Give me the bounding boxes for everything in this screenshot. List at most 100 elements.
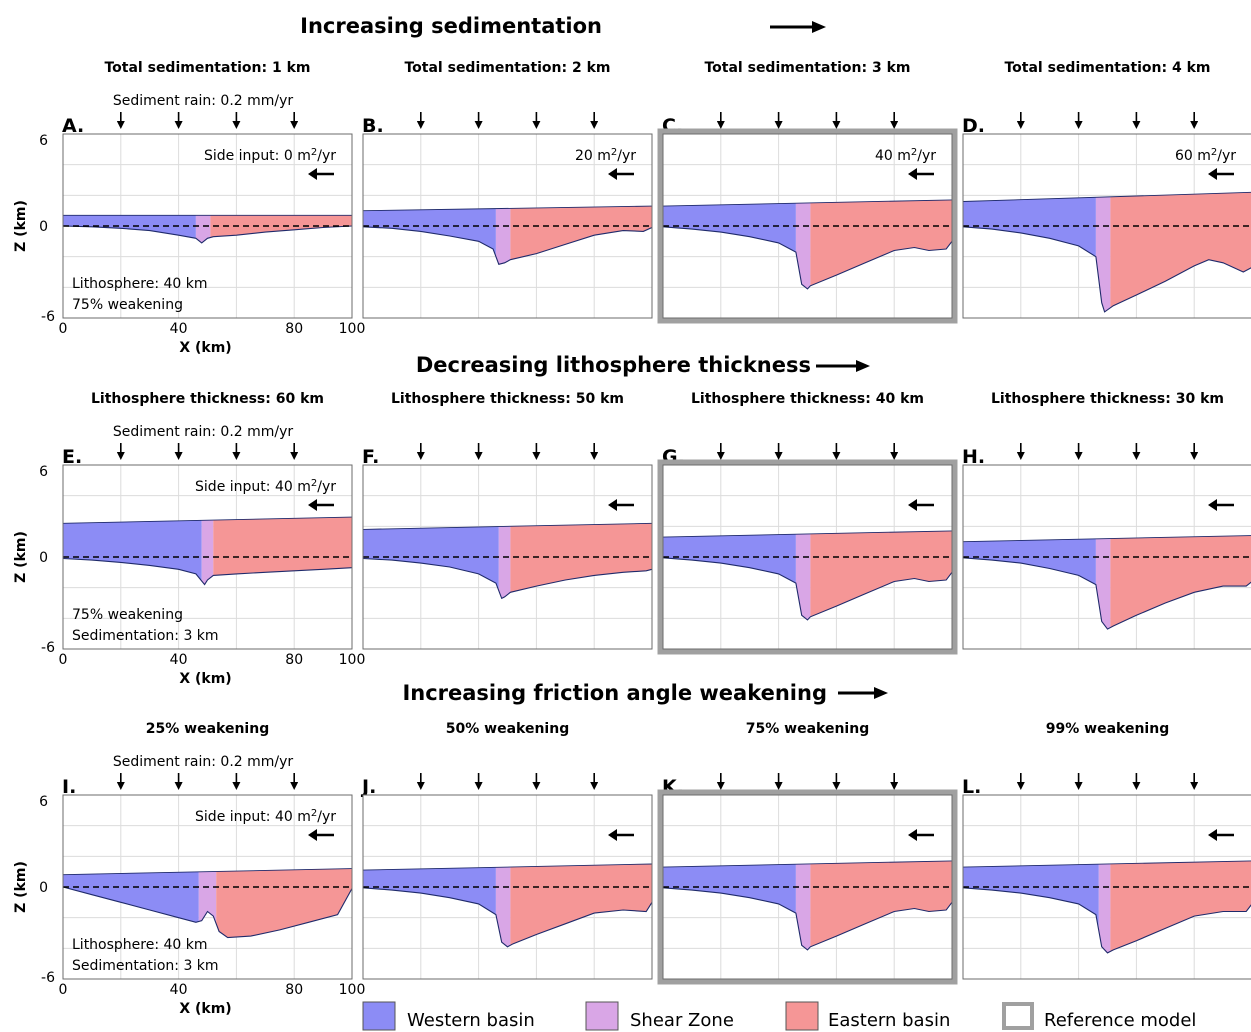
panel-g: Lithosphere thickness: 40 kmG. [657,391,958,655]
panel-h: Lithosphere thickness: 30 km H. [962,391,1251,650]
panel-title: Total sedimentation: 1 km [104,60,310,76]
legend-item-western: Western basin [362,1001,535,1031]
unit-superscript: 2 [311,808,317,819]
legend: Western basin Shear Zone Eastern basin R… [362,1001,1196,1031]
panel-j: 50% weakening J. [360,721,653,980]
row-title-friction: Increasing friction angle weakening [402,681,888,705]
side-input-part: Side input: [195,809,275,825]
sediment-rain-label: Sediment rain: 0.2 mm/yr [113,754,294,770]
panel-note: Lithosphere: 40 km [72,276,208,292]
western-basin-area [963,197,1096,257]
panel-label: F. [362,446,379,468]
side-input-arrowhead-icon [608,829,617,841]
basement-line [662,557,953,621]
shear-zone-area [795,202,811,289]
legend-label: Shear Zone [630,1010,734,1031]
eastern-basin-area [510,206,652,260]
panel-title: 75% weakening [746,721,869,737]
side-input-arrowhead-icon [908,168,917,180]
side-input-arrowhead-icon [908,499,917,511]
basement-line [62,557,353,586]
side-input-label: 60 m2/yr [1175,147,1236,165]
y-axis-label: Z (km) [13,200,29,252]
legend-swatch-reference [1002,1002,1034,1030]
y-tick-label: 0 [39,550,48,566]
x-tick-label: 40 [170,321,188,337]
x-tick-label: 0 [59,321,68,337]
shear-zone-area [495,208,511,265]
x-tick-label: 0 [59,652,68,668]
sediment-top-line [62,516,353,524]
side-input-part: m [1197,148,1211,164]
western-basin-area [663,864,796,914]
panel-title: Lithosphere thickness: 40 km [691,391,924,407]
legend-swatch-western [362,1001,396,1031]
side-input-arrowhead-icon [908,829,917,841]
side-input-part: 20 [575,148,593,164]
panel-label: A. [62,115,84,137]
sediment-top-line [62,868,353,876]
panel-label: D. [962,115,985,137]
side-input-part: 40 [275,479,293,495]
side-input-part: 40 [275,809,293,825]
plot-frame [362,133,653,319]
basement-line [62,225,353,244]
panel-label: J. [360,776,376,798]
sediment-top-line [962,191,1251,202]
y-tick-label: 6 [39,464,48,480]
unit-superscript: 2 [911,147,917,158]
plot-frame [62,794,353,980]
side-input-arrowhead-icon [608,499,617,511]
side-input-arrowhead-icon [1208,499,1217,511]
panel-a: Total sedimentation: 1 km A. Side input: 0… [13,60,365,356]
shear-zone-area [795,533,811,620]
panel-e: Lithosphere thickness: 60 km E. Side input… [13,391,365,687]
shear-zone-area [498,526,511,599]
row-title-text: Decreasing lithosphere thickness [416,353,811,377]
panel-note: Lithosphere: 40 km [72,937,208,953]
x-tick-label: 0 [59,982,68,998]
reference-frame [657,128,958,324]
sediment-top-line [362,205,653,212]
side-input-arrowhead-icon [308,829,317,841]
shear-zone-area [201,520,214,585]
plot-frame [962,794,1251,980]
side-input-part: m [597,148,611,164]
side-input-label: Side input: 0 m2/yr [204,147,336,165]
y-tick-label: 6 [39,794,48,810]
eastern-basin-area [510,523,652,593]
panel-note: 75% weakening [72,607,183,623]
sediment-top-line [662,860,953,868]
panel-label: E. [62,446,82,468]
sediment-rain-label: Sediment rain: 0.2 mm/yr [113,424,294,440]
side-input-part: Side input: [204,148,284,164]
panel-title: Total sedimentation: 3 km [704,60,910,76]
panel-title: Total sedimentation: 4 km [1004,60,1210,76]
plot-frame [662,794,953,980]
western-basin-area [963,538,1096,585]
side-input-part: /yr [317,148,336,164]
western-basin-area [63,871,199,923]
panel-title: Total sedimentation: 2 km [404,60,610,76]
panel-c: Total sedimentation: 3 kmC.40 m2/yr [657,60,958,324]
x-axis-label: X (km) [179,340,231,356]
x-tick-label: 40 [170,982,188,998]
eastern-basin-area [810,860,952,947]
x-tick-label: 100 [339,652,366,668]
panel-note: 75% weakening [72,297,183,313]
plot-frame [62,464,353,650]
panel-title: Lithosphere thickness: 30 km [991,391,1224,407]
plot-frame [362,794,653,980]
western-basin-area [363,526,499,591]
sediment-top-line [662,199,953,207]
eastern-basin-area [216,868,352,938]
legend-item-eastern: Eastern basin [785,1001,950,1031]
panel-l: 99% weakening L. [962,721,1251,980]
legend-item-reference: Reference model [1002,1002,1196,1031]
side-input-part: 0 [284,148,293,164]
x-tick-label: 80 [285,321,303,337]
sediment-top-line [362,863,653,871]
basement-line [362,557,653,600]
panel-i: 25% weakening I. Side input: 40 m2/yr Sedim… [13,721,365,1017]
